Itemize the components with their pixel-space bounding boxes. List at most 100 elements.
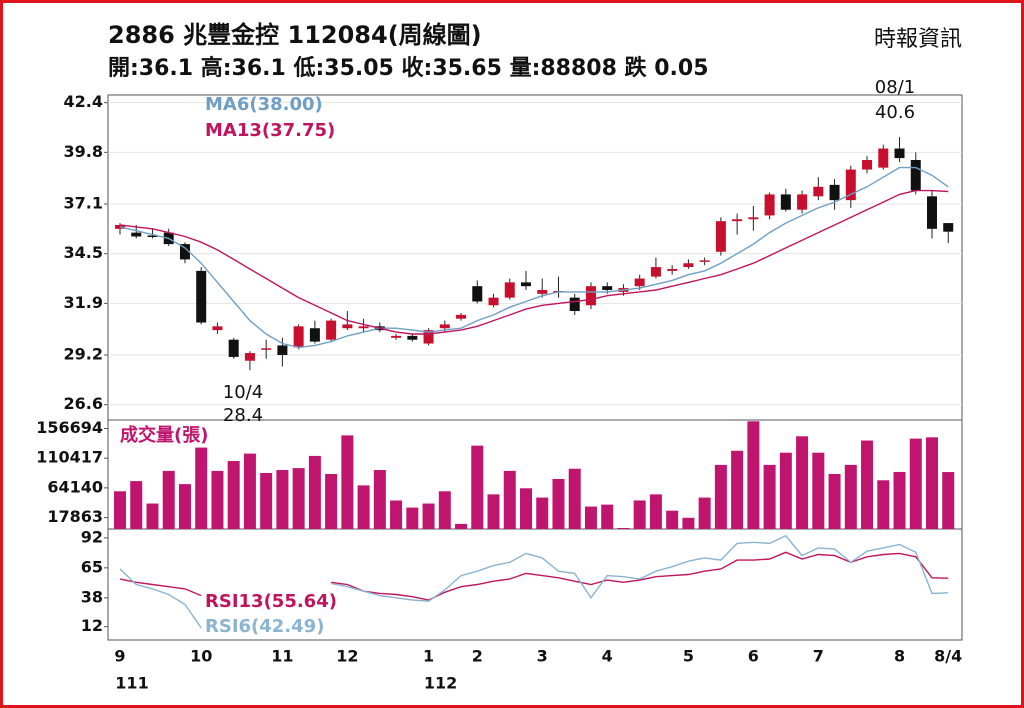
x-tick-label: 3: [537, 647, 548, 666]
candle-body: [358, 326, 369, 329]
volume-bar: [568, 468, 581, 529]
volume-bar: [487, 494, 500, 529]
volume-bar: [276, 470, 289, 529]
volume-bar: [536, 497, 549, 529]
volume-bar: [146, 503, 159, 529]
volume-bar: [438, 491, 451, 529]
candle-body: [407, 335, 418, 340]
volume-bar: [243, 453, 256, 529]
y-tick-label: 42.4: [64, 92, 103, 111]
volume-bar: [308, 455, 321, 529]
candle-body: [715, 221, 726, 252]
candle-body: [829, 184, 840, 201]
volume-bar: [877, 480, 890, 529]
candle-body: [927, 196, 937, 229]
volume-bar: [390, 500, 403, 529]
volume-bar: [455, 523, 468, 529]
volume-bar: [211, 470, 224, 529]
ma-line: [119, 189, 949, 335]
volume-bar: [130, 481, 143, 529]
candle-body: [212, 326, 223, 331]
y-tick-label: 37.1: [64, 193, 103, 212]
x-tick-label: 12: [336, 647, 358, 666]
volume-bar: [195, 447, 208, 529]
volume-bar: [714, 464, 727, 529]
candle-body: [472, 286, 483, 302]
x-tick-label: 8/4: [934, 647, 962, 666]
legend-label: RSI6(42.49): [205, 616, 324, 637]
y-tick-label: 12: [81, 616, 103, 635]
volume-bar: [617, 527, 630, 529]
summary: 開:36.1 高:36.1 低:35.05 收:35.65 量:88808 跌 …: [108, 55, 709, 81]
volume-bar: [520, 488, 532, 529]
volume-bar: [114, 491, 126, 529]
y-tick-label: 110417: [36, 448, 103, 467]
plot-frame: [107, 94, 963, 641]
candle-body: [537, 290, 548, 294]
panel-title: 成交量(張): [120, 424, 208, 446]
volume-bar: [731, 450, 744, 529]
candle-body: [326, 320, 337, 340]
candle-body: [423, 330, 434, 344]
volume-bar: [682, 517, 695, 529]
y-tick-label: 64140: [47, 477, 103, 496]
y-tick-label: 17863: [47, 507, 103, 526]
candle-body: [894, 148, 905, 159]
x-tick-label: 8: [894, 647, 905, 666]
volume-bar: [552, 478, 565, 529]
x-tick-label: 6: [748, 647, 759, 666]
candle-body: [748, 217, 759, 220]
y-tick-label: 39.8: [64, 142, 103, 161]
y-tick-label: 29.2: [64, 345, 103, 364]
candle-body: [277, 345, 288, 355]
candle-body: [569, 297, 580, 312]
legend-label: MA6(38.00): [205, 94, 323, 115]
candle-body: [147, 235, 158, 238]
volume-bar: [926, 437, 938, 529]
volume-bar: [162, 470, 175, 529]
legend-label: MA13(37.75): [205, 120, 335, 141]
legend-label: RSI13(55.64): [205, 591, 337, 612]
era-label: 112: [424, 674, 457, 693]
candle-body: [309, 328, 320, 342]
volume-bar: [844, 464, 857, 529]
candle-body: [878, 148, 889, 168]
volume-bar: [178, 484, 191, 529]
candle-body: [683, 263, 694, 268]
annotation: 08/1: [875, 77, 915, 98]
candle-body: [943, 223, 954, 232]
volume-bar: [503, 470, 516, 529]
volume-bar: [763, 464, 776, 529]
volume-bar: [861, 440, 874, 529]
volume-bar: [373, 470, 386, 529]
y-tick-label: 26.6: [64, 394, 103, 413]
y-tick-label: 156694: [36, 418, 103, 437]
x-tick-label: 9: [114, 647, 125, 666]
volume-bar: [942, 472, 955, 529]
annotation: 10/4: [223, 382, 263, 403]
x-tick-label: 2: [472, 647, 483, 666]
volume-bar: [649, 494, 662, 529]
x-tick-label: 11: [271, 647, 293, 666]
y-tick-label: 65: [81, 557, 103, 576]
candle-body: [845, 169, 856, 201]
volume-bar: [747, 421, 760, 529]
annotation: 40.6: [875, 102, 915, 123]
x-tick-label: 5: [683, 647, 694, 666]
annotation: 28.4: [223, 405, 263, 426]
candle-body: [667, 268, 678, 271]
volume-bar: [260, 472, 273, 529]
volume-bar: [796, 436, 809, 529]
volume-bar: [292, 468, 305, 529]
y-tick-label: 31.9: [64, 293, 103, 312]
y-tick-label: 34.5: [64, 243, 103, 262]
candle-body: [228, 339, 239, 357]
candle-body: [179, 244, 190, 260]
candle-body: [813, 186, 824, 197]
volume-bar: [227, 461, 240, 529]
volume-bar: [633, 500, 646, 529]
candle-body: [650, 267, 661, 277]
volume-bar: [341, 435, 354, 529]
